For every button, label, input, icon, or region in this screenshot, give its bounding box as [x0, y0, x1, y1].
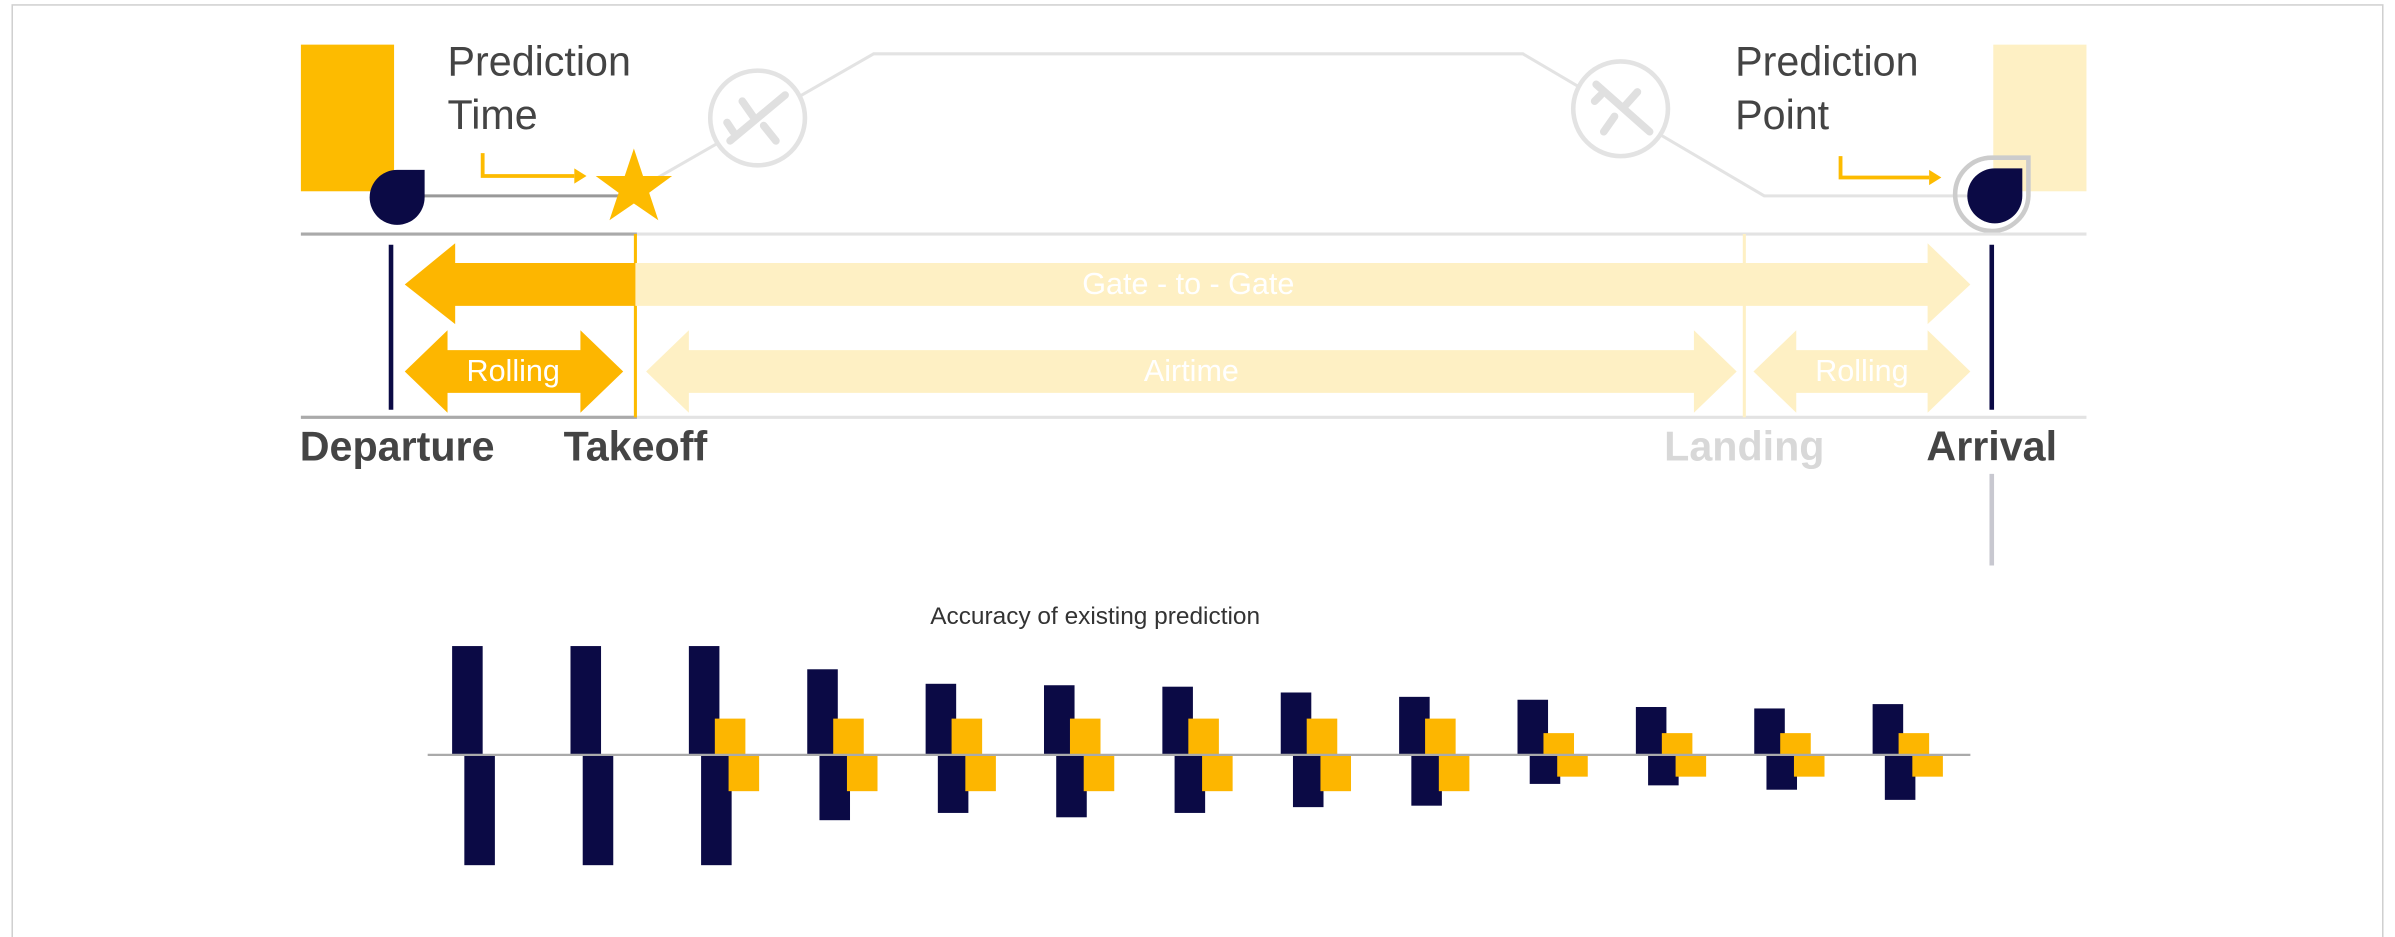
- bar: [1425, 718, 1456, 755]
- bar: [1543, 733, 1575, 755]
- bar: [1635, 707, 1667, 755]
- bar: [1399, 696, 1430, 755]
- bar: [1280, 692, 1312, 755]
- pin-ring: [1952, 155, 2031, 234]
- plane-takeoff: [707, 68, 808, 168]
- pin-departure: [369, 169, 425, 225]
- bar: [1648, 754, 1679, 786]
- bar: [1517, 699, 1549, 755]
- bar: [688, 646, 720, 755]
- bar: [1292, 754, 1324, 808]
- bar: [1754, 708, 1785, 755]
- bar: [1898, 733, 1930, 755]
- bar: [1043, 685, 1075, 755]
- bar: [1083, 754, 1115, 792]
- line: Prediction: [448, 38, 631, 84]
- prediction-time-label: Prediction Time: [448, 38, 643, 137]
- bar: [1780, 733, 1811, 755]
- landing-label: Landing: [1664, 423, 1824, 469]
- bar: [937, 754, 969, 813]
- star: [595, 148, 673, 221]
- bar: [1675, 754, 1707, 777]
- plane-landing: [1570, 59, 1671, 159]
- bar: [1056, 754, 1087, 818]
- line: Point: [1735, 92, 1830, 138]
- bar: [728, 754, 760, 792]
- prediction-point-label: Prediction Point: [1735, 38, 1930, 137]
- bar: [1661, 733, 1693, 755]
- chart-title: Accuracy of existing prediction: [930, 603, 1260, 630]
- arrival-label: Arrival: [1926, 423, 2057, 469]
- bar: [1174, 754, 1206, 813]
- gate-label: Gate - to - Gate: [1082, 267, 1294, 301]
- airtime-arrow: [646, 330, 1737, 413]
- departure-label: Departure: [300, 423, 495, 469]
- bar: [570, 646, 602, 755]
- bar: [714, 718, 746, 755]
- rolling-arrow: [404, 330, 624, 413]
- airtime-label: Airtime: [1144, 354, 1239, 388]
- pin-arrival: [1967, 168, 2023, 224]
- bar: [1872, 704, 1904, 755]
- gate-arrow-remaining: [635, 243, 1971, 325]
- bar: [951, 718, 983, 755]
- bar: [846, 754, 878, 792]
- rolling-label: Rolling: [1815, 354, 1908, 388]
- bar: [1320, 754, 1352, 792]
- departure-block: [300, 44, 395, 192]
- takeoff-label: Takeoff: [564, 423, 708, 469]
- line: Time: [448, 92, 538, 138]
- bar: [1202, 754, 1233, 792]
- time-arrow: [480, 153, 1942, 186]
- bar: [833, 718, 864, 755]
- bar: [1912, 754, 1943, 777]
- gate-arrow-done: [404, 243, 636, 325]
- bar: [1884, 754, 1916, 800]
- bar: [582, 754, 614, 866]
- bar: [1162, 686, 1193, 755]
- bar: [1793, 754, 1825, 777]
- bar: [1557, 754, 1588, 777]
- bar: [965, 754, 996, 792]
- line: Prediction: [1735, 38, 1918, 84]
- bar: [1069, 718, 1101, 755]
- bar: [1529, 754, 1561, 784]
- arrival-block: [1993, 44, 2087, 192]
- bar: [1188, 718, 1219, 755]
- rolling-arrow: [1753, 330, 1971, 413]
- bar: [1438, 754, 1470, 792]
- bar: [819, 754, 851, 821]
- frame: [11, 4, 2384, 937]
- bar: [701, 754, 732, 866]
- bar: [807, 669, 838, 755]
- bar: [452, 646, 483, 755]
- bar: [1766, 754, 1798, 790]
- bar: [464, 754, 495, 866]
- bar: [925, 683, 957, 755]
- bar: [1306, 718, 1338, 755]
- bar: [1411, 754, 1442, 806]
- rolling-label: Rolling: [467, 354, 560, 388]
- chart: [452, 646, 1943, 866]
